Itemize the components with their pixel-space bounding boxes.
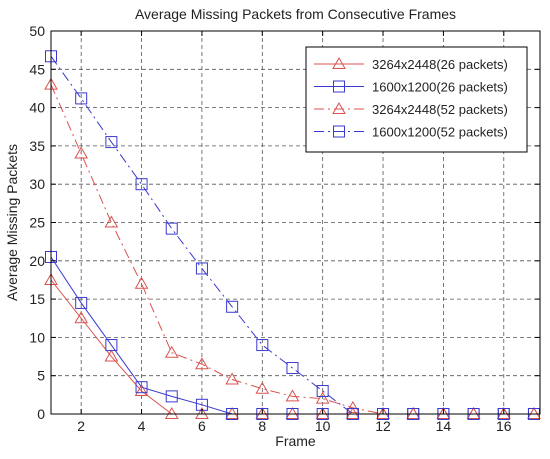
data-point-triangle — [285, 406, 300, 419]
data-point-triangle — [315, 406, 330, 419]
data-point-square — [75, 92, 88, 105]
data-point-legend-marker — [333, 80, 345, 93]
axis-ticks: 2 4 6 8 10 12 14 16 0 5 10 15 20 25 30 35 40 45 50 — [29, 23, 540, 434]
data-point-triangle — [406, 406, 421, 419]
data-point-triangle — [345, 406, 360, 419]
data-point-square — [286, 362, 299, 375]
data-point-triangle — [134, 384, 149, 397]
data-point-square — [105, 136, 118, 149]
data-point-triangle — [466, 406, 481, 419]
data-point-square — [165, 222, 178, 235]
data-point-square — [135, 381, 148, 394]
legend-label: 1600x1200(52 packets) — [372, 125, 508, 140]
legend-item: 1600x1200(26 packets) — [314, 80, 508, 95]
data-point-triangle — [255, 406, 270, 419]
y-tick-label: 10 — [29, 329, 45, 345]
data-point-triangle — [104, 215, 119, 228]
y-tick-label: 45 — [29, 61, 45, 77]
data-point-triangle — [164, 345, 179, 358]
data-point-triangle — [225, 372, 239, 385]
data-point-square — [195, 262, 208, 275]
data-point-triangle — [527, 406, 541, 419]
data-point-triangle — [345, 400, 360, 413]
data-point-triangle — [496, 406, 511, 419]
data-point-triangle — [255, 381, 270, 394]
data-point-legend-marker — [333, 125, 345, 138]
data-point-square — [256, 339, 269, 352]
y-tick-label: 25 — [29, 215, 45, 231]
data-point-triangle — [164, 406, 179, 419]
legend-item: 3264x2448(26 packets) — [314, 56, 508, 72]
data-point-triangle — [195, 406, 209, 419]
x-tick-label: 10 — [315, 418, 331, 434]
x-tick-label: 12 — [375, 418, 391, 434]
legend-label: 3264x2448(26 packets) — [372, 57, 508, 72]
legend-item: 1600x1200(52 packets) — [314, 125, 508, 140]
legend: 3264x2448(26 packets) 1600x1200(26 packet… — [305, 46, 528, 153]
legend-label: 1600x1200(26 packets) — [372, 80, 508, 95]
x-tick-label: 8 — [258, 418, 266, 434]
data-point-triangle — [376, 406, 390, 419]
data-point-triangle — [285, 389, 300, 402]
data-point-triangle — [134, 276, 149, 289]
legend-item: 3264x2448(52 packets) — [314, 101, 508, 117]
data-point-square — [105, 339, 118, 352]
x-tick-label: 4 — [138, 418, 146, 434]
data-point-triangle — [104, 349, 119, 362]
y-tick-label: 0 — [37, 406, 45, 422]
series-2 — [45, 250, 540, 420]
data-point-legend-marker — [332, 101, 346, 114]
data-point-square — [165, 390, 178, 403]
y-tick-label: 40 — [29, 100, 45, 116]
x-tick-label: 16 — [496, 418, 512, 434]
data-point-square — [316, 385, 329, 398]
data-point-triangle — [527, 406, 541, 419]
x-tick-label: 6 — [198, 418, 206, 434]
data-point-triangle — [406, 406, 421, 419]
y-axis-title: Average Missing Packets — [4, 144, 20, 301]
x-axis-title: Frame — [275, 433, 316, 449]
data-point-triangle — [315, 391, 330, 404]
series-line — [50, 55, 534, 415]
legend-label: 3264x2448(52 packets) — [372, 102, 508, 117]
y-tick-label: 20 — [29, 253, 45, 269]
data-point-triangle — [436, 406, 451, 419]
y-tick-label: 50 — [29, 23, 45, 39]
y-tick-label: 35 — [29, 138, 45, 154]
x-tick-label: 14 — [436, 418, 452, 434]
chart-title: Average Missing Packets from Consecutive… — [135, 6, 456, 22]
x-tick-label: 2 — [77, 418, 85, 434]
y-tick-label: 30 — [29, 176, 45, 192]
data-point-square — [135, 178, 148, 191]
data-point-legend-marker — [332, 56, 346, 69]
grid-lines — [51, 31, 540, 414]
data-point-square — [75, 296, 88, 309]
series-line — [50, 279, 534, 415]
y-tick-label: 5 — [37, 368, 45, 384]
data-point-square — [226, 300, 239, 313]
data-point-triangle — [466, 406, 481, 419]
data-point-triangle — [74, 146, 89, 159]
y-tick-label: 15 — [29, 291, 45, 307]
data-point-triangle — [74, 311, 89, 324]
data-point-triangle — [195, 357, 209, 370]
data-point-triangle — [225, 406, 239, 419]
